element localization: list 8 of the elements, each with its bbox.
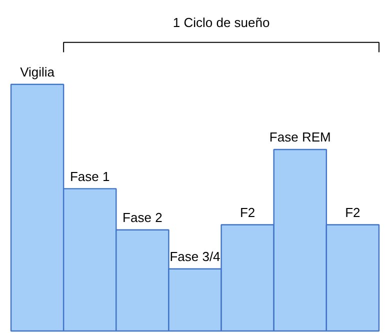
x-tick-label: F2	[240, 204, 256, 220]
x-tick-label: Fase REM	[269, 130, 331, 145]
x-tick-label: Fase 2	[122, 210, 162, 225]
x-tick-label: Fase 3/4	[170, 248, 220, 264]
x-tick-label: Vigilia	[20, 64, 56, 80]
text: 1 Ciclo de sueño	[172, 15, 270, 30]
x-tick-label: F2	[345, 204, 360, 220]
x-tick-label: Fase 1	[70, 168, 110, 184]
